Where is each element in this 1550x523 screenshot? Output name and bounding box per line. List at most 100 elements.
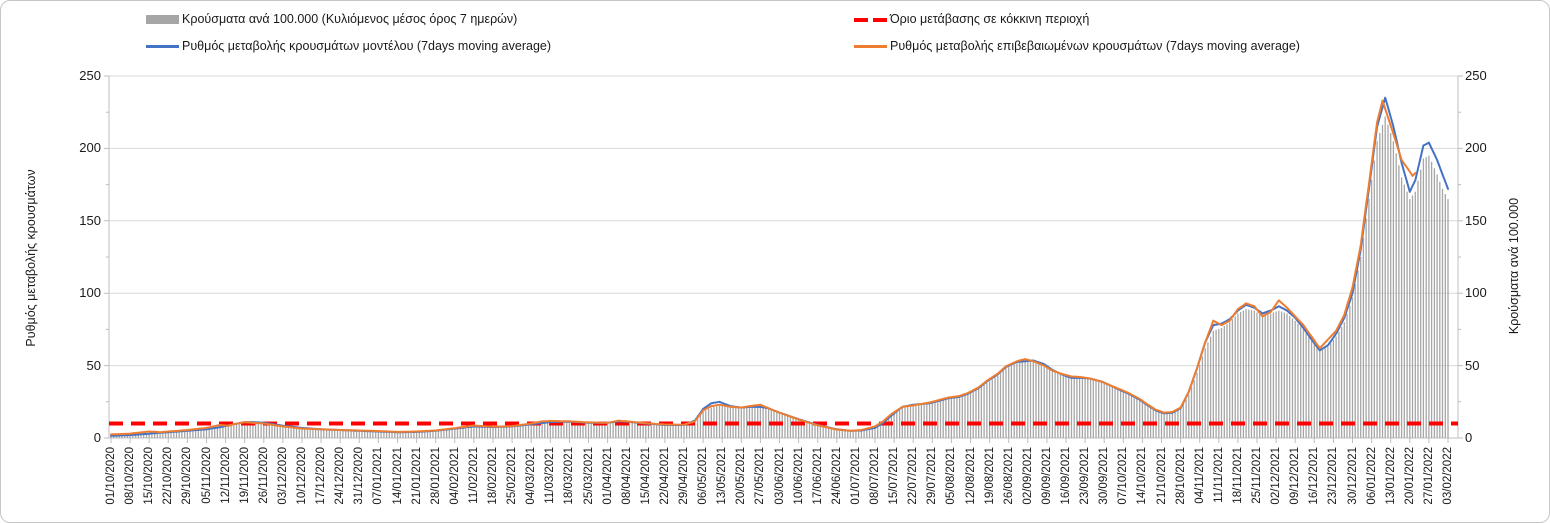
x-axis-tick-label: 26/08/2021 (1002, 447, 1015, 505)
x-axis-tick-label: 25/03/2021 (582, 447, 595, 505)
x-axis-tick-label: 27/05/2021 (754, 447, 767, 505)
x-axis-tick-label: 20/01/2022 (1403, 447, 1416, 505)
x-axis-tick-label: 22/07/2021 (907, 447, 920, 505)
x-axis-tick-label: 07/10/2021 (1117, 447, 1130, 505)
x-axis-tick-label: 03/02/2022 (1442, 447, 1454, 505)
x-axis-tick-label: 10/12/2020 (296, 447, 308, 505)
x-axis-tick-label: 09/12/2021 (1289, 447, 1302, 505)
legend-item-threshold: Όριο μετάβασης σε κόκκινη περιοχή (854, 12, 1089, 27)
y-axis-left-tick-label: 50 (86, 357, 101, 373)
x-axis-tick-label: 01/10/2020 (105, 447, 117, 505)
x-axis-tick-label: 08/07/2021 (869, 447, 881, 505)
x-axis-tick-label: 30/12/2021 (1346, 447, 1359, 505)
x-axis-tick-label: 05/11/2020 (200, 447, 213, 504)
x-axis-tick-label: 16/12/2021 (1308, 447, 1321, 505)
x-axis-tick-label: 06/05/2021 (697, 447, 710, 505)
x-axis-tick-label: 03/06/2021 (773, 447, 786, 505)
x-axis-tick-label: 15/10/2020 (143, 447, 156, 505)
x-axis-tick-label: 19/11/2020 (238, 447, 251, 504)
x-axis-tick-label: 22/10/2020 (162, 447, 175, 505)
x-axis-tick-label: 31/12/2020 (353, 447, 366, 505)
x-axis-tick-label: 28/10/2021 (1174, 447, 1187, 505)
x-axis-tick-label: 03/12/2020 (276, 447, 289, 505)
x-axis-tick-label: 26/11/2020 (257, 447, 270, 504)
x-axis-tick-label: 23/12/2021 (1327, 447, 1340, 505)
x-axis-tick-label: 25/11/2021 (1251, 447, 1263, 504)
x-axis-tick-label: 06/01/2022 (1365, 447, 1378, 505)
x-axis-tick-label: 16/09/2021 (1060, 447, 1072, 505)
y-axis-right-tick-label: 150 (1465, 212, 1487, 228)
y-axis-left-tick-label: 150 (79, 212, 101, 228)
x-axis-tick-label: 23/09/2021 (1079, 447, 1092, 505)
x-axis-tick-label: 10/06/2021 (792, 447, 805, 505)
legend-swatch-threshold-dash (854, 17, 887, 22)
x-axis-tick-label: 11/11/2021 (1212, 447, 1225, 503)
x-axis-tick-label: 17/12/2020 (315, 447, 328, 505)
x-axis-tick-label: 24/12/2020 (334, 447, 347, 505)
legend-label-model-line: Ρυθμός μεταβολής κρουσμάτων μοντέλου (7d… (182, 39, 552, 53)
x-axis-tick-label: 05/08/2021 (945, 447, 958, 505)
y-axis-left-tick-label: 100 (79, 285, 101, 301)
x-axis-tick-label: 13/05/2021 (716, 447, 729, 505)
y-axis-left-tick-label: 0 (93, 430, 101, 445)
x-axis-tick-label: 04/02/2021 (448, 447, 461, 505)
axis-ticks (104, 75, 1463, 443)
x-axis-tick-label: 21/10/2021 (1155, 447, 1168, 505)
x-axis-tick-label: 22/04/2021 (658, 447, 671, 505)
x-axis-tick-label: 01/07/2021 (849, 447, 862, 505)
x-axis-tick-label: 14/01/2021 (391, 447, 404, 505)
legend-label-confirmed-line: Ρυθμός μεταβολής επιβεβαιωμένων κρουσμάτ… (890, 39, 1300, 53)
y-axis-right-tick-label: 100 (1465, 285, 1487, 301)
x-axis-tick-label: 11/03/2021 (544, 447, 557, 504)
x-axis-tick-label: 28/01/2021 (429, 447, 442, 505)
y-axis-right-tick-label: 0 (1465, 430, 1473, 445)
x-axis-tick-label: 20/05/2021 (735, 447, 748, 505)
legend-swatch-confirmed-line (854, 45, 887, 48)
legend-item-cases: Κρούσματα ανά 100.000 (Κυλιόμενος μέσος … (146, 12, 517, 27)
x-axis-tick-label: 29/10/2020 (181, 447, 194, 505)
y-axis-right-tick-label: 50 (1465, 357, 1480, 373)
y-axis-right-tick-label: 250 (1465, 68, 1487, 83)
x-axis-tick-label: 04/03/2021 (525, 447, 538, 505)
cases-bars (110, 116, 1449, 438)
confirmed-line (110, 99, 1417, 436)
x-axis-tick-label: 04/11/2021 (1193, 447, 1206, 504)
x-axis-tick-label: 18/03/2021 (563, 447, 576, 505)
x-axis-tick-label: 01/04/2021 (601, 447, 614, 505)
x-axis-tick-label: 21/01/2021 (410, 447, 423, 505)
x-axis-tick-label: 12/08/2021 (964, 447, 977, 505)
y-axis-left-title: Ρυθμός μεταβολής κρουσμάτων (24, 169, 38, 347)
x-axis-tick-label: 08/04/2021 (620, 447, 633, 505)
x-axis-tick-label: 29/04/2021 (678, 447, 690, 505)
x-axis-tick-label: 14/10/2021 (1136, 447, 1149, 505)
x-axis-tick-label: 18/02/2021 (487, 447, 499, 505)
x-axis-tick-label: 15/04/2021 (639, 447, 652, 505)
x-axis-tick-label: 27/01/2022 (1422, 447, 1435, 505)
axis-lines (108, 76, 1459, 439)
x-axis-tick-label: 08/10/2020 (124, 447, 137, 505)
x-axis-tick-label: 12/11/2020 (219, 447, 232, 504)
x-axis-tick-label: 29/07/2021 (926, 447, 939, 505)
legend-item-confirmed-line: Ρυθμός μεταβολής επιβεβαιωμένων κρουσμάτ… (854, 39, 1300, 54)
legend-item-model-line: Ρυθμός μεταβολής κρουσμάτων μοντέλου (7d… (146, 39, 551, 54)
x-axis-tick-label: 25/02/2021 (506, 447, 519, 505)
x-axis-tick-label: 19/08/2021 (983, 447, 996, 505)
legend-swatch-cases-bar (146, 15, 179, 24)
x-axis-tick-label: 11/02/2021 (467, 447, 480, 504)
x-axis-tick-label: 02/12/2021 (1270, 447, 1283, 505)
y-axis-left-tick-label: 200 (79, 140, 101, 156)
x-axis-tick-label: 09/09/2021 (1040, 447, 1053, 505)
x-axis-tick-label: 15/07/2021 (888, 447, 901, 505)
legend-swatch-model-line (146, 45, 179, 48)
gridlines (109, 75, 1458, 367)
x-axis-tick-label: 02/09/2021 (1021, 447, 1034, 505)
x-axis-tick-label: 07/01/2021 (372, 447, 385, 505)
x-axis-tick-label: 18/11/2021 (1231, 447, 1244, 504)
x-axis-tick-label: 30/09/2021 (1098, 447, 1111, 505)
x-axis-tick-label: 13/01/2022 (1384, 447, 1397, 505)
legend-label-cases: Κρούσματα ανά 100.000 (Κυλιόμενος μέσος … (182, 12, 518, 26)
x-axis-tick-label: 17/06/2021 (811, 447, 824, 505)
y-axis-left-tick-label: 250 (79, 68, 101, 83)
